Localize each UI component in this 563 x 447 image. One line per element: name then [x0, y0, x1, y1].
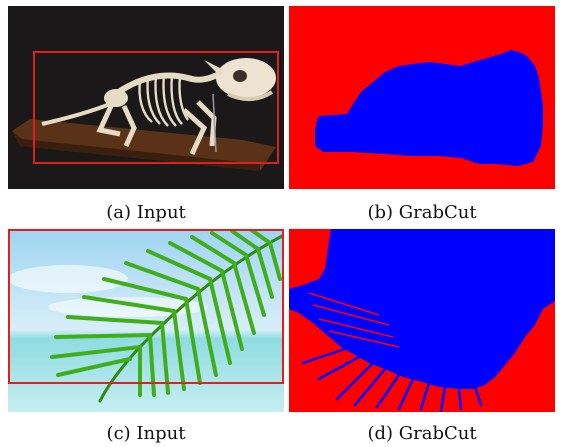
- caption-c: (c) Input: [106, 423, 186, 444]
- segmentation-mask-icon: [289, 6, 555, 189]
- caption-d: (d) GrabCut: [367, 423, 477, 444]
- caption-b: (b) GrabCut: [367, 202, 477, 223]
- segmentation-mask-icon: [289, 229, 555, 412]
- panel-d-grabcut-mask: [289, 229, 555, 412]
- panel-c-input-image: [8, 229, 284, 412]
- panel-b-grabcut-mask: [289, 6, 555, 189]
- palm-leaf-photo-icon: [8, 229, 284, 412]
- caption-a: (a) Input: [106, 202, 186, 223]
- skeleton-photo-icon: [8, 6, 284, 189]
- panel-a-input-image: [8, 6, 284, 189]
